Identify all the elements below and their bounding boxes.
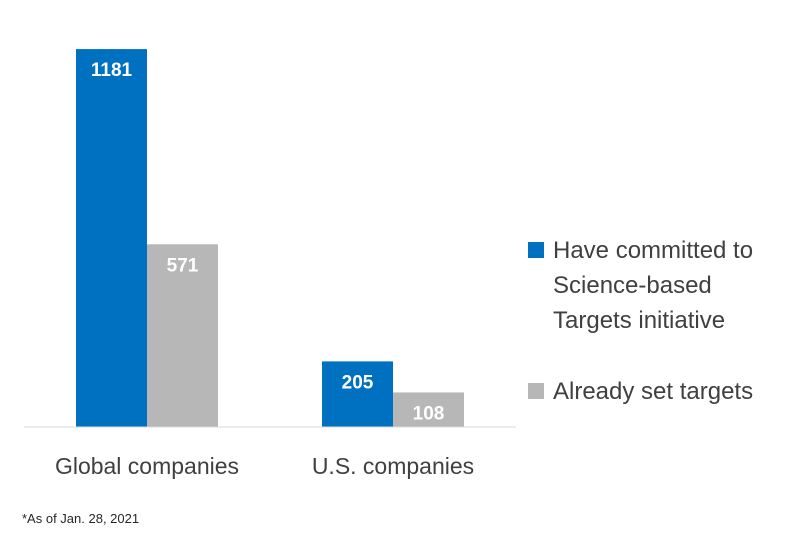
data-label-1-1: 108 bbox=[413, 403, 445, 424]
x-tick-label-1: U.S. companies bbox=[312, 453, 474, 479]
data-label-1-0: 205 bbox=[342, 372, 374, 393]
data-label-0-1: 571 bbox=[167, 255, 199, 276]
x-tick-label-0: Global companies bbox=[55, 453, 239, 479]
legend: Have committed to Science-based Targets … bbox=[528, 233, 788, 409]
bar-1-0 bbox=[322, 361, 393, 427]
legend-swatch-committed bbox=[528, 242, 544, 258]
footnote: *As of Jan. 28, 2021 bbox=[22, 511, 140, 526]
legend-item-set-targets: Already set targets bbox=[528, 374, 788, 409]
bar-0-1 bbox=[147, 244, 218, 427]
legend-swatch-set-targets bbox=[528, 383, 544, 399]
data-label-0-0: 1181 bbox=[91, 60, 133, 81]
bar-0-0 bbox=[76, 49, 147, 428]
legend-label-committed: Have committed to Science-based Targets … bbox=[553, 237, 754, 334]
bar-1-1 bbox=[393, 392, 464, 427]
legend-item-committed: Have committed to Science-based Targets … bbox=[528, 233, 788, 338]
legend-label-set-targets: Already set targets bbox=[553, 378, 754, 405]
